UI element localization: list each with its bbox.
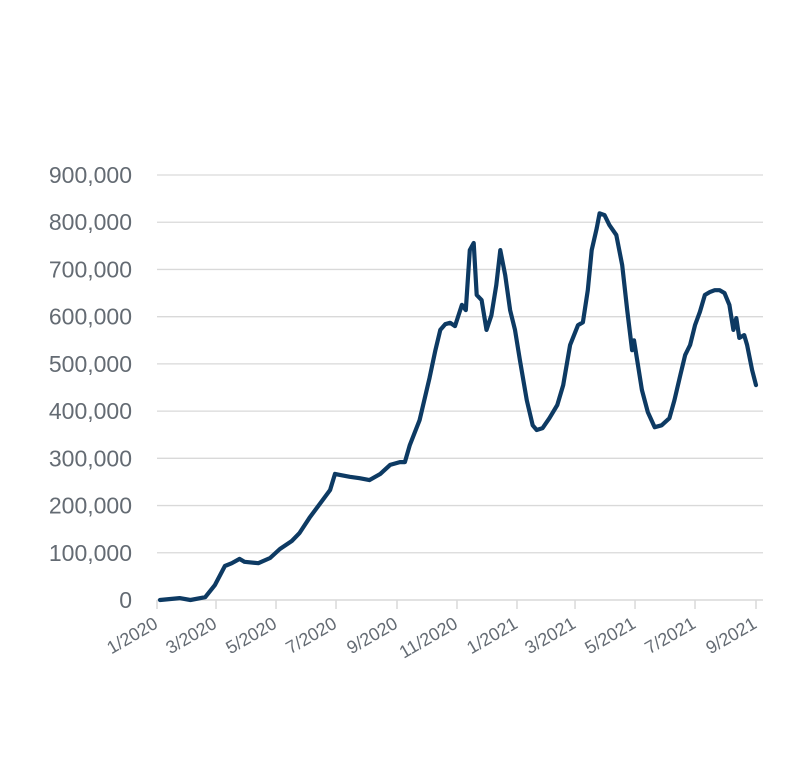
x-tick-label: 9/2020 — [343, 613, 401, 658]
x-tick-label: 7/2020 — [282, 613, 340, 658]
y-axis-labels: 0 100,000 200,000 300,000 400,000 500,000 600,… — [49, 162, 132, 613]
series-group — [157, 211, 759, 603]
series-line-value — [157, 211, 759, 603]
y-tick-label: 400,000 — [49, 398, 132, 424]
x-tick-label: 9/2021 — [702, 613, 760, 658]
y-tick-label: 900,000 — [49, 162, 132, 188]
y-tick-label: 800,000 — [49, 209, 132, 235]
x-tick-label: 11/2020 — [396, 613, 461, 662]
x-tick-label: 7/2021 — [641, 613, 699, 658]
y-tick-label: 600,000 — [49, 304, 132, 330]
x-tick-label: 5/2020 — [222, 613, 280, 658]
y-tick-label: 500,000 — [49, 351, 132, 377]
y-tick-label: 300,000 — [49, 445, 132, 471]
x-tick-label: 1/2021 — [463, 613, 521, 658]
x-axis — [156, 599, 763, 609]
y-tick-label: 100,000 — [49, 540, 132, 566]
x-tick-label: 3/2021 — [521, 613, 579, 658]
x-tick-label: 1/2020 — [103, 613, 161, 658]
x-tick-label: 3/2020 — [162, 613, 220, 658]
y-tick-label: 0 — [119, 587, 132, 613]
gridlines — [157, 174, 763, 554]
y-tick-label: 700,000 — [49, 256, 132, 282]
x-tick-label: 5/2021 — [581, 613, 639, 658]
y-tick-label: 200,000 — [49, 493, 132, 519]
